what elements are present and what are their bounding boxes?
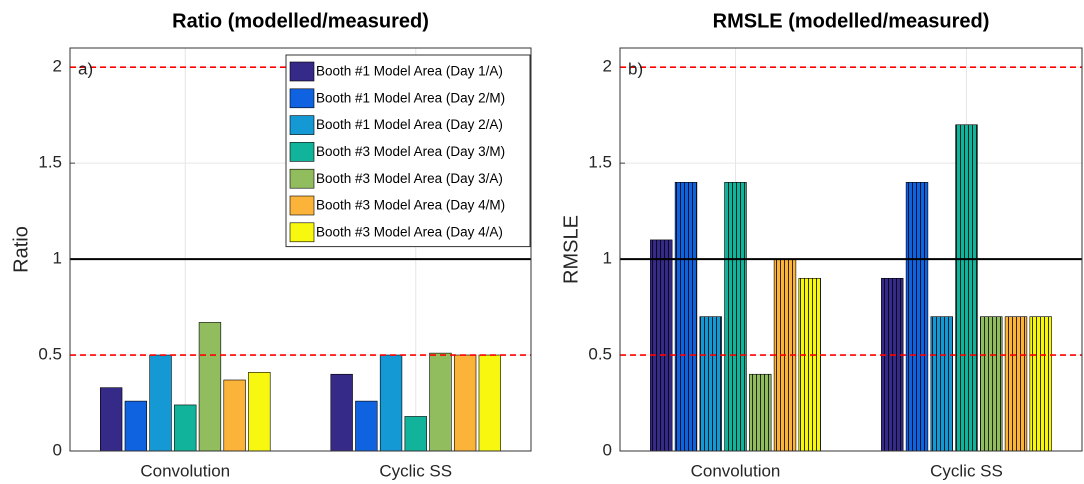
y-tick-label: 0 (603, 440, 612, 459)
y-tick-label: 0 (53, 440, 62, 459)
y-tick-label: 2 (603, 57, 612, 76)
legend-swatch (289, 115, 315, 135)
bar (379, 354, 403, 452)
legend-label: Booth #3 Model Area (Day 3/A) (316, 171, 503, 186)
y-tick-label: 0.5 (38, 345, 62, 364)
bar (674, 182, 698, 452)
axes-box (619, 47, 1083, 452)
bar (1029, 316, 1052, 452)
bar (223, 379, 246, 452)
bar (930, 316, 953, 452)
legend-swatch (289, 222, 315, 243)
bar (699, 316, 722, 452)
legend-label: Booth #3 Model Area (Day 4/A) (316, 224, 503, 239)
bar (724, 182, 747, 452)
x-tick-label: Convolution (691, 461, 781, 480)
y-tick-label: 1.5 (38, 153, 62, 172)
legend-label: Booth #1 Model Area (Day 2/A) (316, 117, 503, 132)
x-tick-label: Convolution (140, 461, 230, 480)
legend-label: Booth #3 Model Area (Day 4/M) (316, 198, 505, 213)
y-tick-label: 1.5 (588, 153, 612, 172)
chart-title: RMSLE (modelled/measured) (713, 10, 990, 32)
bar (955, 124, 978, 452)
y-tick-label: 2 (53, 57, 62, 76)
bar (198, 322, 222, 452)
bar (124, 400, 148, 452)
bar (404, 416, 427, 452)
y-tick-label: 1 (603, 249, 612, 268)
bar (749, 373, 772, 452)
chart-title: Ratio (modelled/measured) (172, 10, 429, 32)
axes-box (69, 47, 532, 452)
bar (248, 372, 271, 452)
bar (1004, 316, 1028, 452)
bar (149, 354, 172, 452)
bar (650, 239, 673, 452)
legend-swatch (289, 142, 315, 162)
x-tick-label: Cyclic SS (379, 461, 452, 480)
bar (798, 277, 821, 452)
bar (905, 182, 929, 452)
bar (478, 354, 502, 452)
x-tick-label: Cyclic SS (930, 461, 1003, 480)
bar (355, 400, 378, 452)
legend-box (285, 54, 531, 248)
legend-swatch (289, 168, 315, 189)
legend-swatch (289, 61, 315, 82)
y-tick-label: 0.5 (588, 345, 612, 364)
legend-label: Booth #1 Model Area (Day 1/A) (316, 64, 503, 79)
bar (330, 373, 353, 452)
bar (429, 352, 452, 452)
panel-label: b) (628, 59, 643, 78)
legend-swatch (289, 195, 315, 216)
bar (881, 277, 904, 452)
legend-swatch (289, 88, 315, 109)
legend-label: Booth #3 Model Area (Day 3/M) (316, 144, 505, 159)
bar (980, 316, 1003, 452)
bar (99, 387, 123, 452)
y-tick-label: 1 (53, 249, 62, 268)
legend-label: Booth #1 Model Area (Day 2/M) (316, 90, 505, 105)
y-axis-label: RMSLE (560, 215, 582, 284)
bar (453, 354, 477, 452)
y-axis-label: Ratio (10, 226, 32, 273)
panel-label: a) (78, 59, 93, 78)
bar (174, 404, 197, 452)
